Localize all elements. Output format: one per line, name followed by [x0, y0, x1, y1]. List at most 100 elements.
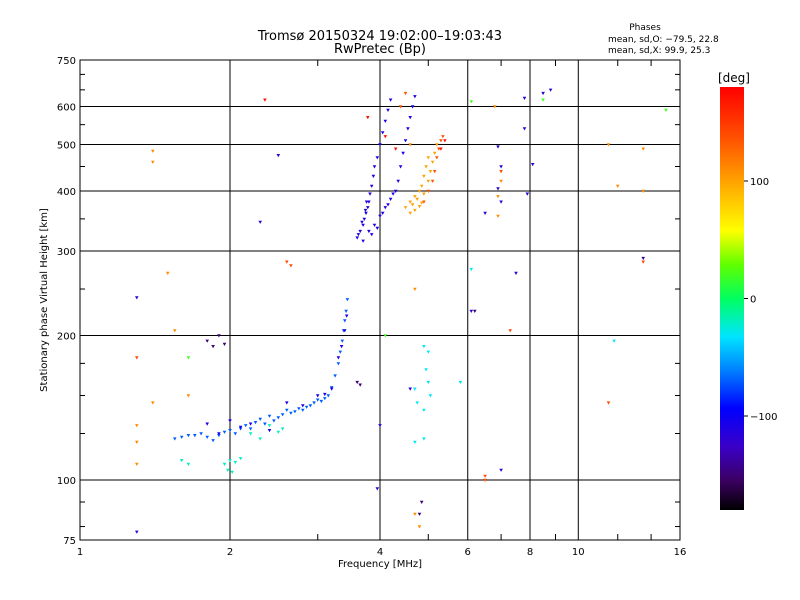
echo-point — [222, 462, 227, 466]
echo-point — [280, 413, 285, 417]
echo-point — [151, 401, 155, 405]
echo-point — [345, 298, 350, 302]
echo-point — [393, 189, 398, 193]
echo-point — [367, 200, 371, 204]
echo-point — [380, 131, 385, 135]
echo-point — [439, 147, 443, 151]
echo-point — [375, 156, 380, 160]
echo-point — [483, 478, 487, 482]
echo-point — [386, 108, 390, 112]
echo-point — [361, 239, 365, 243]
echo-point — [403, 139, 408, 143]
echo-point — [483, 211, 487, 215]
echo-point — [383, 135, 388, 139]
echo-point — [435, 156, 439, 160]
echo-point — [388, 197, 393, 201]
echo-point — [253, 421, 258, 425]
echo-point — [173, 437, 177, 441]
echo-point — [410, 203, 415, 207]
echo-point — [319, 399, 324, 404]
echo-point — [541, 91, 545, 96]
y-tick-label: 600 — [57, 103, 76, 114]
y-tick-label: 500 — [57, 141, 76, 152]
echo-point — [248, 427, 253, 431]
echo-point — [363, 208, 368, 213]
echo-point — [336, 356, 341, 360]
phase-line-o: mean, sd,O: −79.5, 22.8 — [608, 35, 719, 45]
echo-point — [408, 116, 412, 120]
echo-point — [403, 91, 408, 96]
echo-point — [193, 434, 197, 438]
phase-title: Phases — [629, 23, 661, 33]
echo-point — [135, 462, 139, 466]
echo-point — [522, 127, 527, 131]
echo-point — [228, 429, 232, 433]
echo-point — [514, 271, 518, 275]
echo-point — [248, 432, 253, 436]
echo-point — [258, 417, 262, 421]
echo-point — [612, 339, 616, 343]
x-axis-ticks: 1 2 4 6 8 10 16 — [77, 60, 686, 558]
echo-point — [443, 139, 447, 143]
echo-point — [285, 401, 289, 405]
echo-point — [388, 98, 393, 102]
echo-point — [417, 205, 422, 209]
echo-point — [135, 440, 139, 444]
echo-point — [473, 309, 477, 313]
echo-point — [408, 143, 412, 147]
echo-point — [496, 145, 500, 149]
echo-point — [415, 197, 419, 201]
echo-point — [222, 430, 227, 434]
echo-point — [233, 432, 238, 436]
echo-point — [371, 174, 376, 178]
y-tick-label: 75 — [63, 536, 76, 547]
echo-point — [238, 427, 243, 431]
echo-point — [417, 189, 422, 193]
echo-point — [135, 296, 139, 300]
echo-point — [383, 334, 388, 338]
echo-point — [243, 424, 248, 428]
echo-point — [344, 309, 348, 313]
colorbar-tick-label: 0 — [750, 295, 756, 306]
echo-point — [386, 203, 390, 207]
grid — [80, 60, 680, 540]
y-axis-ticks: 75 100 200 300 400 500 600 750 — [57, 56, 680, 547]
echo-point — [380, 211, 385, 215]
echo-point — [211, 345, 215, 349]
echo-point — [413, 208, 417, 213]
echo-point — [426, 156, 431, 160]
y-tick-label: 300 — [57, 247, 76, 258]
echo-point — [326, 394, 331, 398]
echo-point — [641, 256, 645, 261]
chart-title-line2: RwPretec (Bp) — [334, 42, 426, 57]
echo-point — [413, 195, 417, 199]
echo-point — [430, 179, 435, 183]
echo-point — [263, 422, 267, 426]
echo-point — [393, 147, 398, 151]
x-tick-label: 2 — [227, 547, 233, 558]
echo-point — [426, 179, 431, 183]
echo-point — [419, 500, 424, 504]
echo-point — [238, 425, 243, 429]
echo-point — [304, 405, 309, 409]
echo-point — [469, 100, 474, 104]
echo-point — [458, 380, 463, 385]
echo-point — [422, 437, 426, 441]
echo-point — [151, 160, 155, 164]
echo-point — [493, 105, 497, 109]
phase-line-x: mean, sd,X: 99.9, 25.3 — [608, 46, 710, 56]
x-tick-label: 8 — [527, 547, 533, 558]
echo-point — [217, 432, 221, 436]
echo-point — [329, 387, 334, 391]
echo-point — [336, 362, 341, 366]
echo-point — [417, 525, 422, 529]
colorbar-tick-label: 100 — [750, 177, 769, 188]
echo-point — [362, 217, 367, 221]
echo-point — [428, 394, 433, 398]
echo-point — [230, 470, 234, 474]
echo-point — [398, 105, 403, 109]
echo-point — [615, 184, 620, 188]
echo-point — [267, 414, 272, 418]
echo-point — [179, 435, 184, 439]
echo-point — [530, 163, 535, 167]
